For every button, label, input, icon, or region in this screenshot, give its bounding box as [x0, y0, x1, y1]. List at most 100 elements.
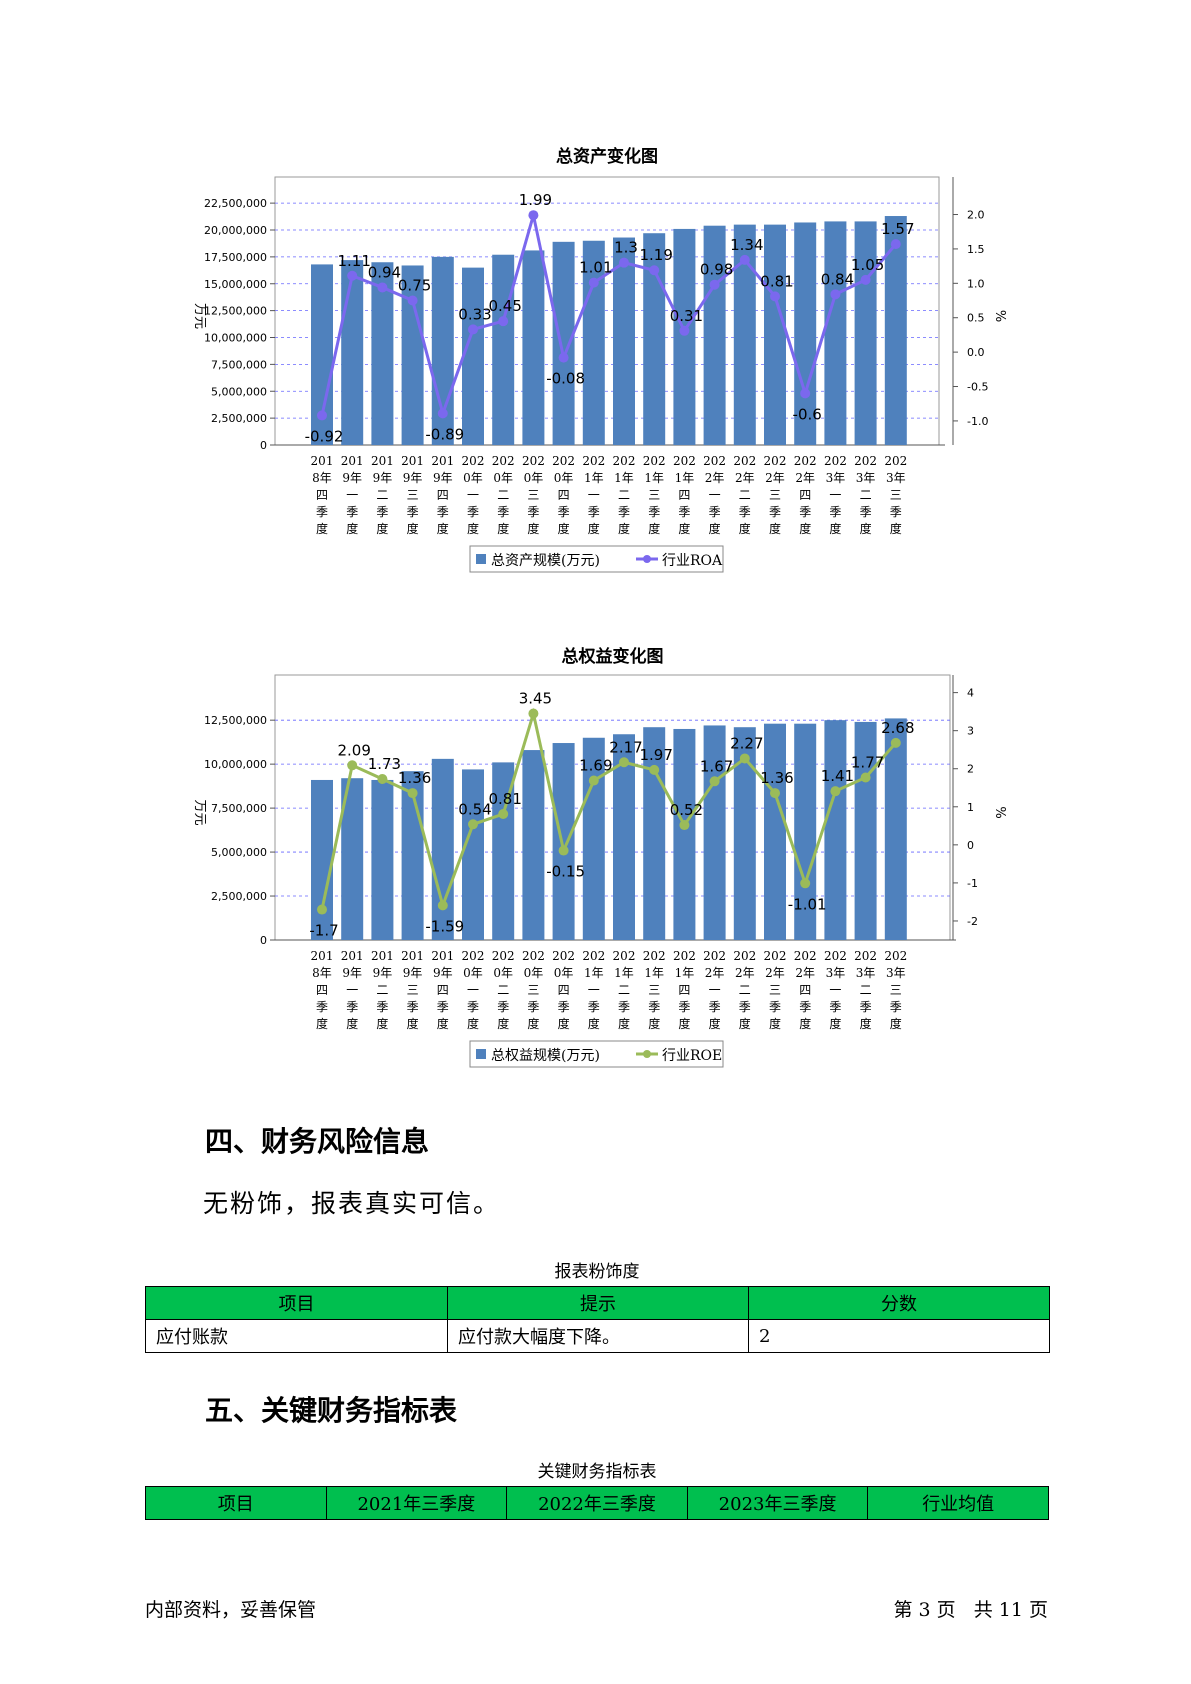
bar: [824, 720, 847, 940]
data-label: 0.94: [368, 263, 401, 281]
category-label: 202: [462, 454, 485, 468]
category-label: 2年: [705, 471, 725, 485]
line-point: [709, 776, 720, 787]
line-point: [890, 239, 901, 250]
legend-box: [469, 545, 724, 573]
table-cell: 2: [748, 1319, 1050, 1353]
category-label: 二: [739, 983, 751, 997]
category-label: 季: [407, 1000, 419, 1014]
chart-title: 总资产变化图: [556, 146, 658, 167]
category-label: 度: [769, 1016, 781, 1031]
data-label: 2.27: [730, 734, 763, 752]
line-point: [468, 324, 478, 335]
table-header-cell: 分数: [748, 1286, 1050, 1320]
category-label: 季: [648, 505, 660, 519]
category-label: 季: [799, 1000, 811, 1014]
category-label: 202: [613, 949, 636, 963]
line-point: [558, 352, 569, 363]
category-label: 2年: [735, 966, 755, 980]
category-label: 四: [558, 488, 570, 502]
category-label: 二: [376, 983, 388, 997]
category-label: 季: [437, 1000, 449, 1014]
data-label: 0.31: [670, 307, 703, 325]
data-label: 0.81: [488, 790, 521, 808]
category-label: 季: [497, 1000, 509, 1014]
bar: [341, 778, 364, 940]
left-axis-tick-label: 0: [260, 934, 267, 947]
data-label: 0.52: [670, 801, 703, 819]
category-label: 201: [311, 949, 334, 963]
line-point: [649, 265, 660, 276]
category-label: 三: [407, 488, 419, 502]
category-label: 季: [346, 1000, 358, 1014]
category-label: 1年: [644, 471, 664, 485]
data-label: 1.67: [700, 757, 733, 775]
category-label: 度: [497, 1016, 509, 1031]
line-point: [860, 772, 871, 783]
category-label: 季: [618, 1000, 630, 1014]
bar: [733, 224, 756, 445]
category-label: 度: [588, 1016, 600, 1031]
category-label: 9年: [342, 471, 362, 485]
right-axis-tick-label: 4: [967, 687, 974, 700]
line-point: [800, 388, 811, 399]
category-label: 202: [582, 454, 605, 468]
category-label: 3年: [886, 471, 906, 485]
data-label: 1.05: [851, 256, 884, 274]
category-label: 0年: [554, 966, 574, 980]
category-label: 度: [527, 521, 539, 536]
category-label: 三: [648, 983, 660, 997]
category-label: 季: [527, 505, 539, 519]
table-header-cell: 2022年三季度: [506, 1486, 688, 1520]
category-label: 202: [764, 454, 787, 468]
category-label: 202: [703, 454, 726, 468]
left-axis-tick-label: 2,500,000: [211, 890, 267, 903]
category-label: 一: [829, 983, 841, 997]
data-label: 0.98: [700, 261, 733, 279]
category-label: 202: [673, 454, 696, 468]
category-label: 季: [376, 1000, 388, 1014]
bar: [673, 228, 696, 445]
bar: [854, 221, 877, 445]
category-label: 季: [860, 505, 872, 519]
bar: [401, 265, 424, 445]
category-label: 202: [613, 454, 636, 468]
category-label: 度: [860, 1016, 872, 1031]
category-label: 季: [709, 505, 721, 519]
category-label: 三: [890, 488, 902, 502]
category-label: 1年: [675, 966, 695, 980]
footer-left: 内部资料，妥善保管: [145, 1599, 317, 1621]
category-label: 度: [346, 521, 358, 536]
right-axis-tick-label: 1: [967, 801, 974, 814]
left-axis-tick-label: 17,500,000: [204, 251, 267, 264]
right-axis-tick-label: 0.0: [967, 346, 985, 359]
line-point: [347, 760, 358, 771]
table-header-cell: 提示: [447, 1286, 749, 1320]
line-point: [498, 316, 509, 327]
bar: [794, 723, 817, 940]
line-point: [588, 775, 599, 786]
series-line: [320, 214, 897, 419]
legend-bar-label: 总权益规模(万元): [491, 1048, 600, 1064]
bar: [552, 743, 575, 940]
bar: [462, 769, 484, 940]
category-label: 8年: [312, 966, 332, 980]
bar: [311, 779, 333, 940]
bar: [733, 727, 756, 940]
category-label: 202: [492, 949, 515, 963]
table-header-cell: 行业均值: [867, 1486, 1049, 1520]
left-axis-tick-label: 10,000,000: [204, 758, 267, 771]
category-label: 0年: [463, 471, 483, 485]
legend-box: [469, 1040, 724, 1068]
category-label: 度: [648, 521, 660, 536]
category-label: 9年: [373, 966, 393, 980]
category-label: 度: [316, 1016, 328, 1031]
category-label: 202: [854, 949, 877, 963]
category-label: 季: [558, 505, 570, 519]
category-label: 二: [497, 983, 509, 997]
data-label: 1.77: [851, 753, 884, 771]
category-label: 三: [527, 983, 539, 997]
total-assets-chart-svg: 总资产变化图 0 2,500,000 5,000,000 7,500,000 10,000…: [192, 146, 1007, 573]
total-equity-chart-svg: 总权益变化图 0 2,500,000 5,000,000 7,500,000 10,000…: [192, 646, 1007, 1068]
line-point: [377, 282, 388, 293]
